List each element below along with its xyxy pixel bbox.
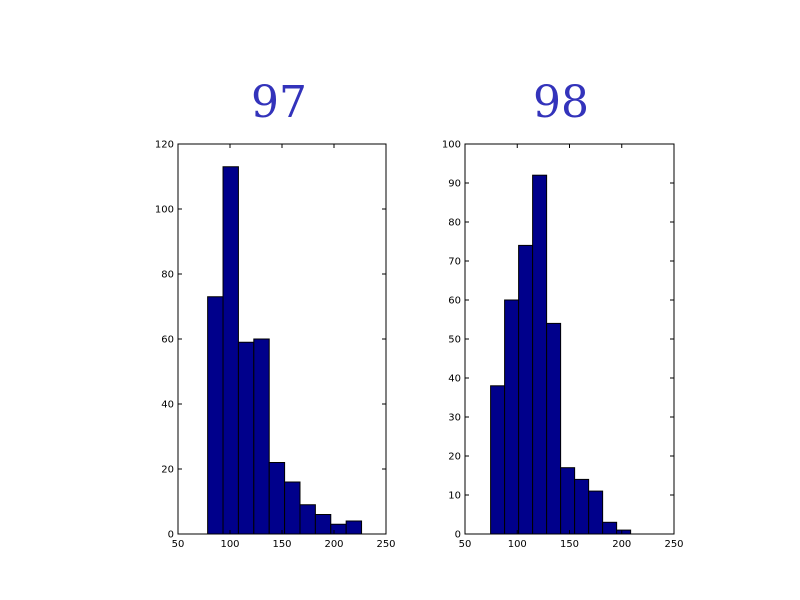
y-tick-label: 0 xyxy=(455,530,461,541)
y-tick-label: 60 xyxy=(161,335,174,346)
histogram-bar xyxy=(253,338,270,535)
y-tick-label: 60 xyxy=(448,296,461,307)
histogram-bar xyxy=(490,385,506,535)
histogram-bar xyxy=(345,520,363,535)
y-tick-label: 90 xyxy=(448,179,461,190)
histogram-panel-97: 97 50 100 150 200 250 0 20 40 60 80 100 120 xyxy=(155,77,396,550)
y-tick-label: 120 xyxy=(155,140,174,151)
y-tick-label: 50 xyxy=(448,335,461,346)
y-tick-label: 80 xyxy=(448,218,461,229)
histogram-bar xyxy=(504,299,520,535)
histogram-bar xyxy=(268,462,286,535)
histogram-bar xyxy=(330,523,347,535)
y-tick-label: 100 xyxy=(155,205,174,216)
x-tick-label: 200 xyxy=(324,539,343,550)
histogram-bar xyxy=(560,467,576,535)
y-tick-label: 80 xyxy=(161,270,174,281)
x-tick-label: 250 xyxy=(376,539,395,550)
x-tick-label: 250 xyxy=(664,539,683,550)
histogram-bar xyxy=(588,490,604,535)
histogram-bar xyxy=(518,244,534,535)
y-tick-label: 100 xyxy=(442,140,461,151)
y-tick-label: 0 xyxy=(168,530,174,541)
y-tick-label: 20 xyxy=(161,465,174,476)
histogram-bar xyxy=(532,174,548,535)
x-tick-label: 100 xyxy=(220,539,239,550)
x-tick-label: 100 xyxy=(508,539,527,550)
x-tick-label: 50 xyxy=(172,539,185,550)
y-tick-label: 70 xyxy=(448,257,461,268)
histogram-bar xyxy=(616,529,632,535)
y-tick-label: 40 xyxy=(161,400,174,411)
histogram-bar xyxy=(602,521,618,535)
x-tick-label: 150 xyxy=(560,539,579,550)
x-tick-label: 200 xyxy=(612,539,631,550)
x-tick-label: 50 xyxy=(459,539,472,550)
chart-title: 97 xyxy=(251,77,307,128)
histogram-bar xyxy=(207,296,224,535)
histogram-panel-98: 98 50 100 150 200 250 0 10 20 30 40 50 60 70 80 90 100 xyxy=(442,77,684,550)
histogram-bar xyxy=(574,478,590,535)
histogram-bar xyxy=(237,341,255,535)
chart-title: 98 xyxy=(533,77,589,128)
y-tick-label: 20 xyxy=(448,452,461,463)
y-tick-label: 30 xyxy=(448,413,461,424)
y-tick-label: 10 xyxy=(448,491,461,502)
y-tick-label: 40 xyxy=(448,374,461,385)
histogram-bar xyxy=(299,504,316,535)
histogram-bar xyxy=(314,514,332,535)
histogram-bar xyxy=(222,166,239,535)
x-tick-label: 150 xyxy=(272,539,291,550)
histogram-bar xyxy=(546,322,562,535)
histogram-bar xyxy=(284,481,301,535)
